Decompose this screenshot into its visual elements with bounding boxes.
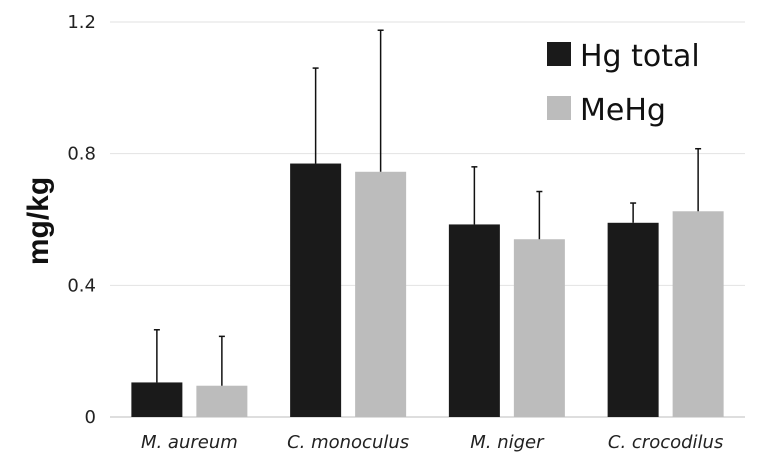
bar-mehg — [513, 239, 565, 417]
bar-hg-total — [290, 163, 342, 417]
y-tick-label: 0.4 — [67, 275, 96, 296]
legend-swatch — [547, 96, 571, 120]
legend: Hg total MeHg — [547, 39, 700, 128]
legend-label: Hg total — [580, 39, 700, 74]
bar-mehg — [196, 385, 248, 417]
y-tick-label: 1.2 — [67, 12, 96, 33]
bars — [131, 163, 724, 417]
bar-hg-total — [448, 224, 500, 417]
bar-mehg — [672, 211, 724, 417]
error-bars — [153, 29, 702, 386]
bar-mehg — [355, 171, 407, 417]
legend-label: MeHg — [580, 93, 666, 128]
x-category-label: C. crocodilus — [608, 432, 723, 453]
x-category-label: M. niger — [470, 432, 545, 453]
bar-hg-total — [607, 222, 659, 417]
y-axis-label: mg/kg — [22, 177, 55, 265]
x-category-label: M. aureum — [141, 432, 238, 453]
x-axis-categories: M. aureum C. monoculus M. niger C. crocodil… — [141, 432, 723, 453]
legend-swatch — [547, 42, 571, 66]
y-tick-label: 0.8 — [67, 144, 96, 165]
y-axis-ticks: 0 0.4 0.8 1.2 — [67, 12, 96, 428]
x-category-label: C. monoculus — [287, 432, 409, 453]
y-tick-label: 0 — [85, 407, 96, 428]
bar-hg-total — [131, 382, 183, 417]
